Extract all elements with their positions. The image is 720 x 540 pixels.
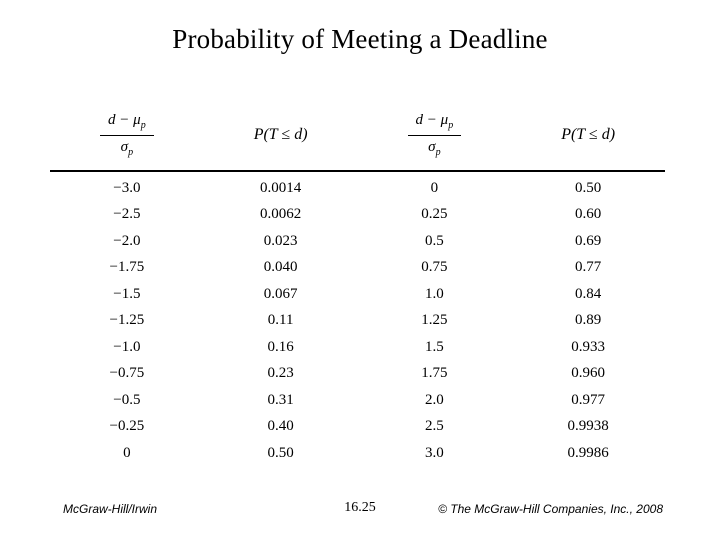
z-value-right-cell: 0.25 [421, 206, 448, 223]
z-value-left-cell: −1.0 [113, 338, 141, 355]
probability-table: d − μp σp P(T ≤ d) d − μp σp P(T ≤ d) −3… [50, 100, 665, 467]
probability-right-cell: 0.84 [575, 285, 602, 302]
z-value-right-cell: 0.75 [421, 259, 448, 276]
z-value-left-cell: −3.0 [113, 179, 141, 196]
z-value-right-cell: 1.0 [425, 285, 444, 302]
z-value-left-cell: −1.75 [109, 259, 145, 276]
probability-left-cell: 0.11 [267, 312, 294, 329]
publisher-label: McGraw-Hill/Irwin [63, 502, 157, 516]
formula-denominator: σp [100, 136, 154, 159]
z-value-left-cell: −2.0 [113, 232, 141, 249]
z-value-left-cell: −2.5 [113, 206, 141, 223]
slide-footer: McGraw-Hill/Irwin 16.25 © The McGraw-Hil… [0, 500, 720, 520]
formula-numerator-subscript: p [140, 120, 146, 131]
formula-numerator: d − μp [100, 112, 154, 136]
table-row: −3.0 0.0014 0 0.50 [50, 175, 665, 202]
probability-right-cell: 0.50 [575, 179, 602, 196]
formula-denominator: σp [408, 136, 462, 159]
z-formula-right-col: d − μp σp [358, 112, 512, 158]
slide-number: 16.25 [344, 500, 376, 515]
copyright-text: © The McGraw-Hill Companies, Inc., 2008 [438, 502, 663, 516]
table-row: −0.25 0.40 2.5 0.9938 [50, 414, 665, 441]
table-row: 0 0.50 3.0 0.9986 [50, 440, 665, 467]
formula-denominator-subscript: p [128, 146, 134, 158]
probability-left-cell: 0.023 [263, 232, 298, 249]
formula-denominator-subscript: p [435, 146, 441, 158]
formula-numerator-text: d − μ [108, 112, 141, 128]
formula-numerator-subscript: p [448, 120, 454, 131]
z-value-right-cell: 1.5 [425, 338, 444, 355]
probability-left-cell: 0.23 [267, 365, 294, 382]
z-score-formula-left: d − μp σp [100, 112, 154, 158]
z-value-right-cell: 2.0 [425, 391, 444, 408]
table-row: −1.5 0.067 1.0 0.84 [50, 281, 665, 308]
z-value-left-cell: −1.25 [109, 312, 145, 329]
probability-left-cell: 0.16 [267, 338, 294, 355]
z-formula-left-col: d − μp σp [50, 112, 204, 158]
table-row: −1.25 0.11 1.25 0.89 [50, 308, 665, 335]
formula-numerator-text: d − μ [415, 112, 449, 128]
probability-right-cell: 0.77 [575, 259, 602, 276]
formula-numerator: d − μp [407, 112, 462, 136]
probability-header-right-col: P(T ≤ d) [511, 126, 665, 144]
probability-right-cell: 0.960 [571, 365, 605, 382]
probability-right-cell: 0.60 [575, 206, 602, 223]
probability-left-cell: 0.0014 [260, 179, 302, 196]
table-row: −0.5 0.31 2.0 0.977 [50, 387, 665, 414]
z-value-right-cell: 3.0 [425, 444, 444, 461]
z-value-left-cell: −0.5 [113, 391, 141, 408]
probability-left-cell: 0.31 [267, 391, 294, 408]
table-row: −2.5 0.0062 0.25 0.60 [50, 202, 665, 229]
probability-right-cell: 0.9938 [567, 418, 609, 435]
probability-header-right: P(T ≤ d) [561, 126, 616, 143]
z-value-left-cell: 0 [123, 444, 131, 461]
z-value-right-cell: 2.5 [425, 418, 444, 435]
table-row: −1.75 0.040 0.75 0.77 [50, 255, 665, 282]
table-row: −0.75 0.23 1.75 0.960 [50, 361, 665, 388]
probability-left-cell: 0.0062 [260, 206, 302, 223]
probability-left-cell: 0.40 [267, 418, 294, 435]
table-row: −1.0 0.16 1.5 0.933 [50, 334, 665, 361]
probability-right-cell: 0.933 [571, 338, 605, 355]
table-row: −2.0 0.023 0.5 0.69 [50, 228, 665, 255]
z-value-right-cell: 0.5 [425, 232, 444, 249]
z-value-right-cell: 1.75 [421, 365, 448, 382]
formula-denominator-text: σ [120, 138, 129, 155]
z-value-right-cell: 1.25 [421, 312, 448, 329]
probability-left-cell: 0.040 [263, 259, 298, 276]
z-value-right-cell: 0 [430, 179, 439, 196]
probability-right-cell: 0.9986 [567, 444, 609, 461]
probability-right-cell: 0.977 [571, 391, 605, 408]
z-value-left-cell: −1.5 [113, 285, 141, 302]
probability-header-left-col: P(T ≤ d) [204, 126, 358, 144]
probability-left-cell: 0.067 [263, 285, 298, 302]
z-value-left-cell: −0.75 [109, 365, 145, 382]
formula-denominator-text: σ [428, 138, 436, 155]
probability-right-cell: 0.69 [575, 232, 602, 249]
probability-header-left: P(T ≤ d) [253, 126, 308, 143]
slide-title: Probability of Meeting a Deadline [172, 24, 548, 54]
probability-left-cell: 0.50 [267, 444, 294, 461]
table-header-row: d − μp σp P(T ≤ d) d − μp σp P(T ≤ d) [50, 100, 665, 172]
table-body: −3.0 0.0014 0 0.50 −2.5 0.0062 0.25 0.60… [50, 172, 665, 467]
z-value-left-cell: −0.25 [109, 418, 145, 435]
z-score-formula-right: d − μp σp [407, 112, 462, 159]
probability-right-cell: 0.89 [575, 312, 602, 329]
